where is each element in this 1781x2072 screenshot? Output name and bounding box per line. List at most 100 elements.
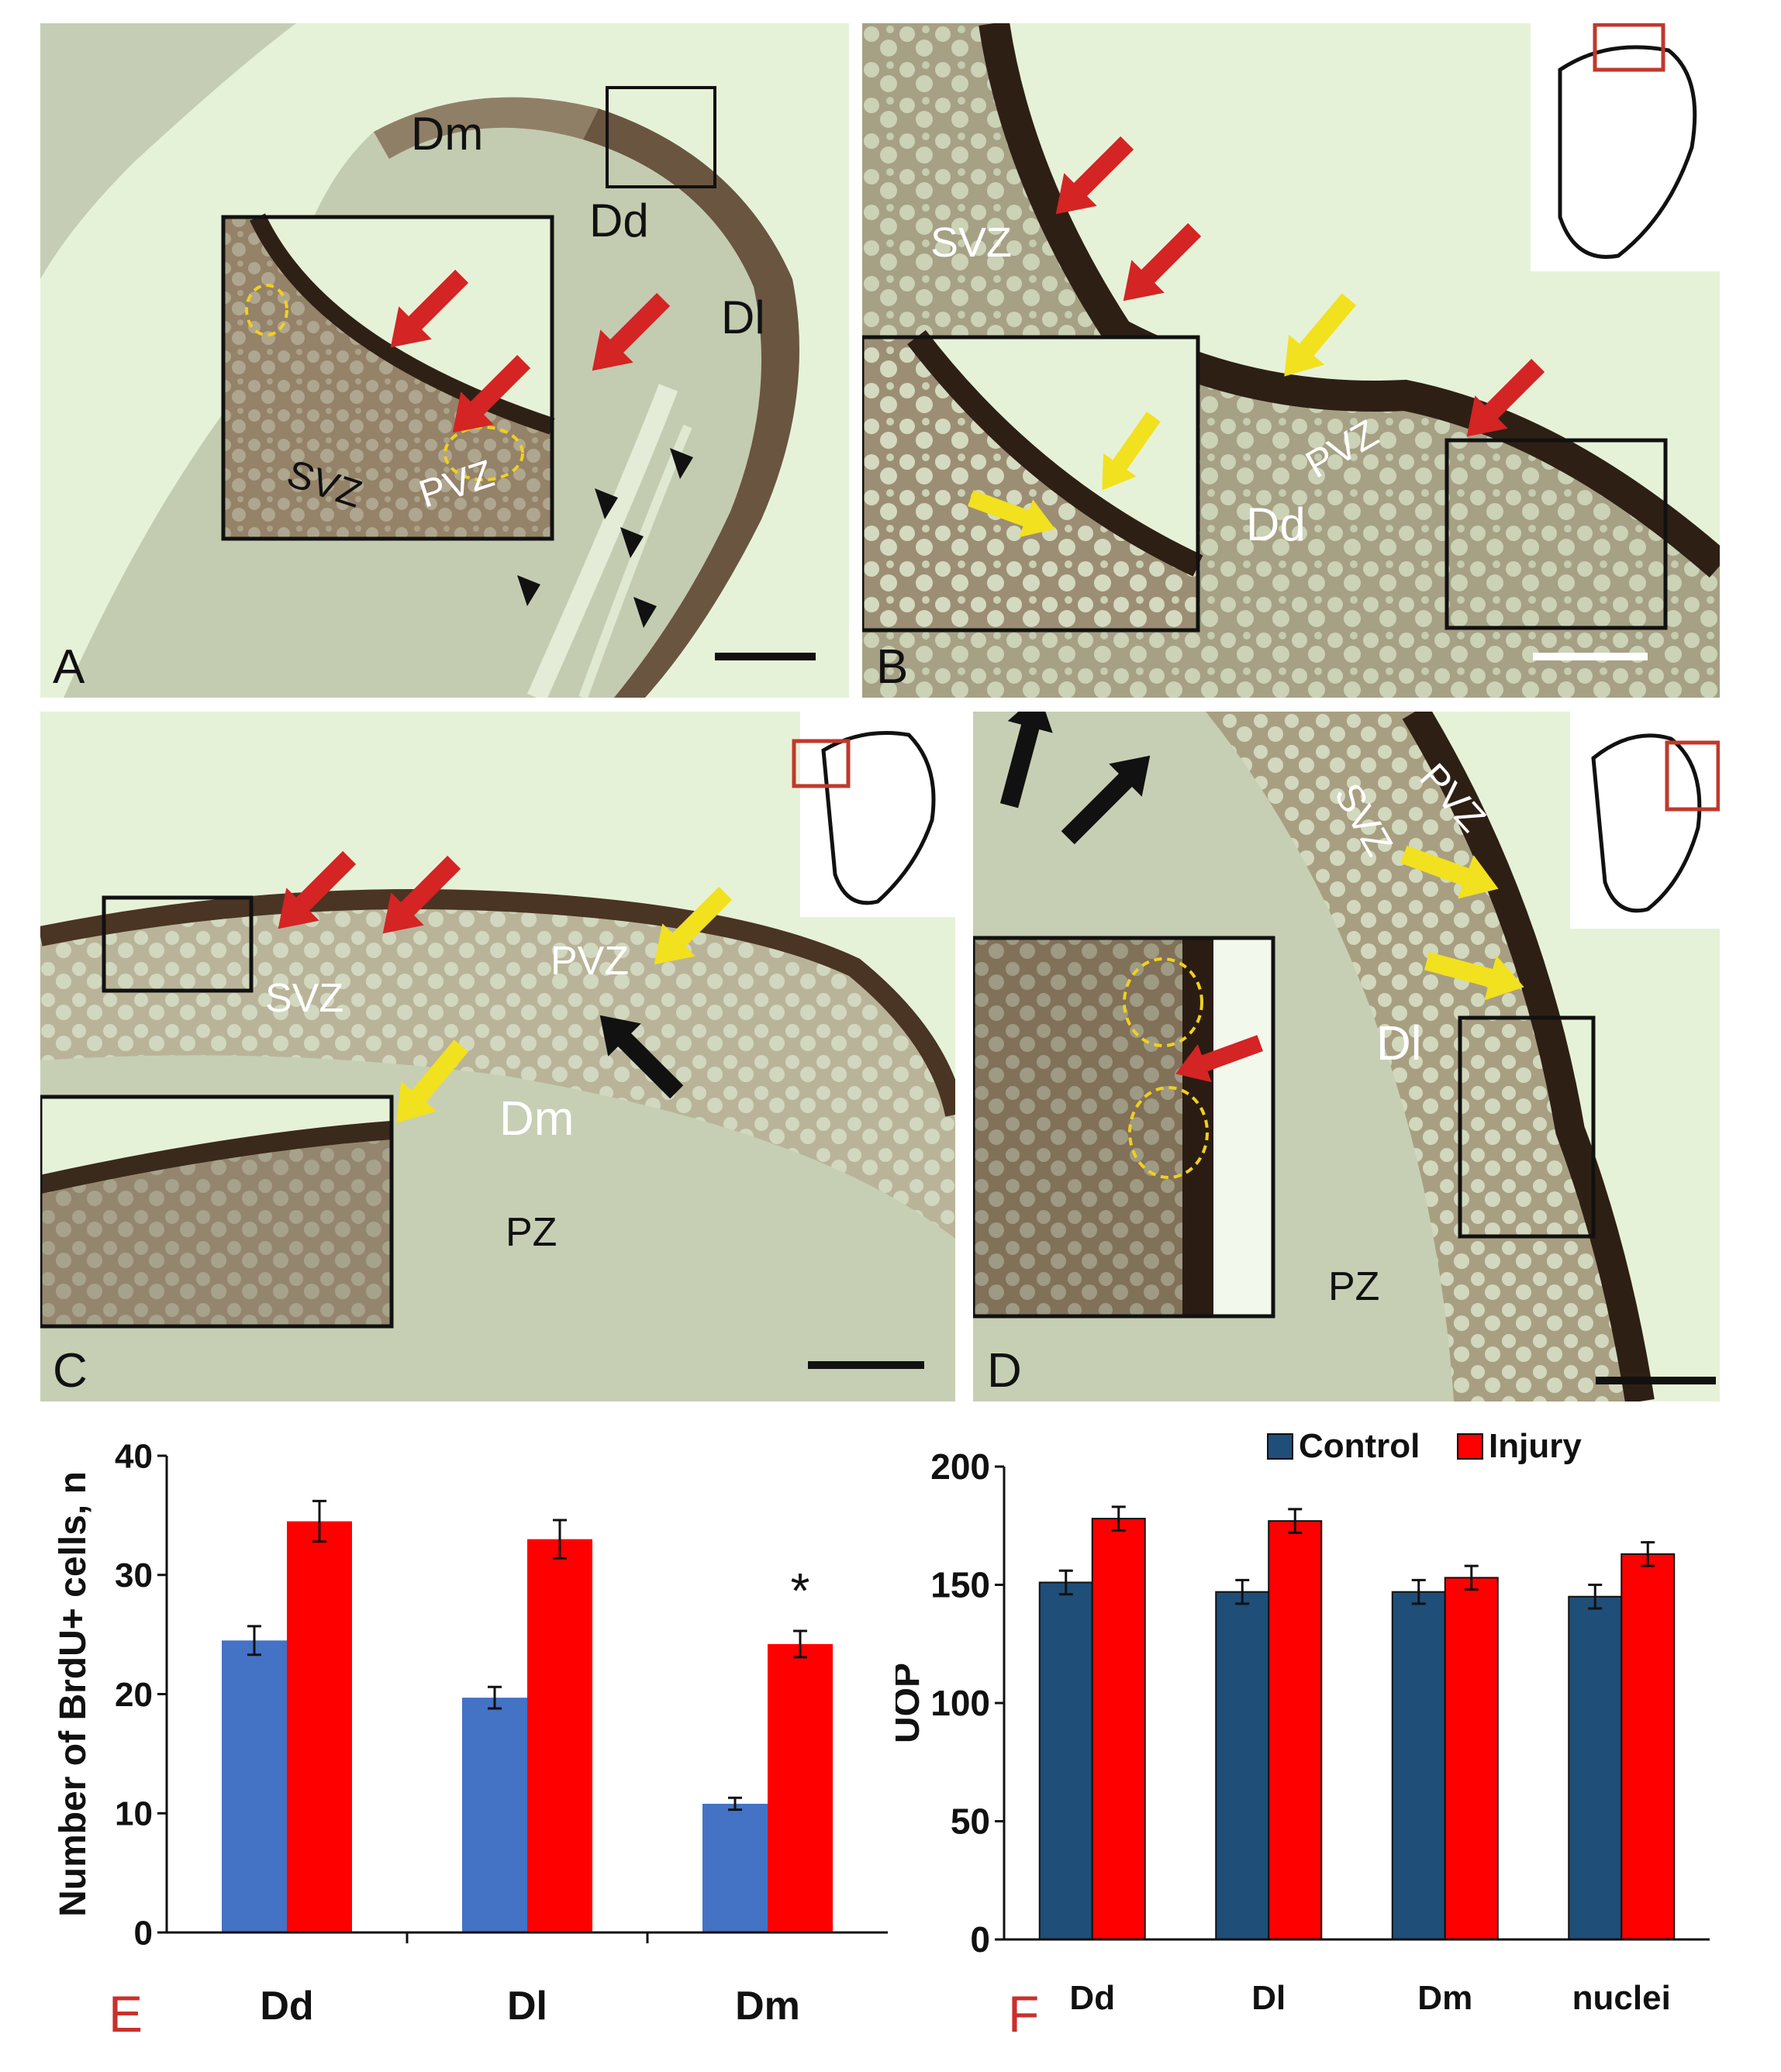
region-dm: Dm <box>499 1092 575 1146</box>
error-bar <box>1588 1584 1603 1610</box>
micrograph-b <box>862 23 1720 698</box>
black-arrow <box>1061 755 1151 845</box>
tissue-fragment <box>40 23 296 279</box>
stained-margin <box>583 109 799 698</box>
arrowheads <box>517 448 693 628</box>
inset-d <box>973 936 1275 1319</box>
error-bar <box>1111 1505 1126 1532</box>
region-svz: SVZ <box>930 219 1013 266</box>
red-arrow <box>390 269 469 348</box>
bar-injury-dm <box>1444 1577 1499 1940</box>
region-pz: PZ <box>1328 1264 1380 1309</box>
y-tick-label: 40 <box>115 1437 153 1475</box>
micrograph-d <box>973 712 1720 1401</box>
panel-label-a: A <box>53 640 85 694</box>
y-tick-label: 30 <box>115 1557 153 1595</box>
y-tick-label: 20 <box>115 1676 153 1714</box>
y-tick-label: 150 <box>930 1565 990 1605</box>
bar-control-dl <box>462 1698 527 1932</box>
chart-f: Dd Dl Dm nuclei 0 50 100 150 200 UOP Control Injury <box>896 1427 1710 2017</box>
panel-d: PVZ SVZ Dl PZ D <box>973 712 1720 1401</box>
yellow-arrow <box>1400 845 1499 899</box>
panel-label-d: D <box>987 1344 1022 1398</box>
yellow-arrow <box>1284 293 1357 377</box>
stained-margin <box>1402 712 1655 1401</box>
cell-circle <box>1123 957 1203 1047</box>
chart-e: Dd Dl Dm 0 10 20 30 40 Number of BrdU+ cells, n * <box>53 1437 888 2029</box>
inset-frame-d <box>1458 1015 1596 1239</box>
black-arrow <box>599 1015 684 1099</box>
inset-frame-b <box>1444 438 1668 630</box>
bar-control-dm <box>702 1803 768 1932</box>
red-arrow <box>452 354 531 433</box>
region-dl: Dl <box>721 291 765 343</box>
error-bar <box>1235 1578 1250 1605</box>
inset-frame-a <box>606 86 716 188</box>
y-axis-label: UOP <box>896 1663 927 1743</box>
micrograph-c <box>40 712 955 1401</box>
location-box <box>1593 23 1665 72</box>
svg-text:Injury: Injury <box>1489 1427 1582 1465</box>
error-bar <box>728 1796 742 1812</box>
outline-icon <box>1531 23 1720 271</box>
y-tick-label: 0 <box>134 1914 153 1952</box>
red-arrow <box>382 855 461 934</box>
panel-a: Dm Dd Dl SVZ PVZ A <box>40 23 849 698</box>
panel-c: SVZ PVZ Dm PZ C <box>40 712 955 1401</box>
figure-label-f: F <box>1008 1985 1040 2043</box>
yellow-arrow <box>396 1039 469 1123</box>
red-arrow <box>1123 222 1202 302</box>
inset-frame-c <box>102 895 254 993</box>
legend-item-control: Control <box>1267 1427 1420 1465</box>
y-tick-label: 10 <box>115 1795 153 1833</box>
scale-bar <box>1533 653 1648 660</box>
region-dd: Dd <box>589 195 649 247</box>
location-box <box>1665 740 1720 812</box>
red-arrow <box>1055 136 1134 215</box>
significance-marker: * <box>791 1563 810 1619</box>
yellow-arrow <box>1424 952 1524 1001</box>
error-bar <box>553 1519 567 1560</box>
y-axis-label: Number of BrdU+ cells, n <box>53 1471 94 1917</box>
scale-bar <box>1596 1377 1716 1384</box>
legend-item-injury: Injury <box>1457 1427 1582 1465</box>
region-dl: Dl <box>1376 1017 1422 1070</box>
outline-icon <box>1570 712 1720 929</box>
bar-injury-dl <box>527 1539 592 1932</box>
error-bar <box>793 1629 807 1659</box>
panel-label-b: B <box>876 640 909 694</box>
bar-injury-dm <box>768 1643 833 1932</box>
scale-bar <box>808 1361 924 1369</box>
category-label: nuclei <box>1572 1979 1671 2017</box>
y-tick-label: 200 <box>930 1446 990 1487</box>
cell-circle <box>245 284 288 336</box>
error-bar <box>1641 1541 1655 1567</box>
error-bar <box>1464 1564 1479 1591</box>
bar-control-dd <box>222 1640 287 1932</box>
black-arrow <box>999 712 1053 808</box>
error-bar <box>1411 1578 1426 1605</box>
bar-injury-nuclei <box>1621 1553 1676 1940</box>
svg-text:Control: Control <box>1299 1427 1420 1465</box>
error-bar <box>1288 1508 1303 1534</box>
bar-control-dd <box>1038 1581 1093 1940</box>
bar-injury-dd <box>1091 1518 1146 1941</box>
region-dd: Dd <box>1246 498 1306 550</box>
scale-bar <box>715 653 816 660</box>
y-tick-label: 50 <box>951 1801 990 1842</box>
category-label: Dl <box>507 1984 547 2029</box>
bar-control-dl <box>1215 1591 1270 1940</box>
category-label: Dm <box>735 1984 800 2029</box>
location-box <box>792 739 851 788</box>
region-pz: PZ <box>506 1210 557 1255</box>
fiber-tract <box>527 384 678 698</box>
stained-margin <box>40 889 955 1117</box>
outline-icon <box>792 712 955 917</box>
y-tick-label: 100 <box>930 1683 990 1723</box>
cell-circle <box>444 426 524 481</box>
error-bar <box>247 1625 261 1657</box>
red-arrow <box>592 292 671 371</box>
y-tick-label: 0 <box>970 1919 990 1960</box>
region-dm: Dm <box>411 108 484 160</box>
panel-label-c: C <box>53 1344 88 1398</box>
